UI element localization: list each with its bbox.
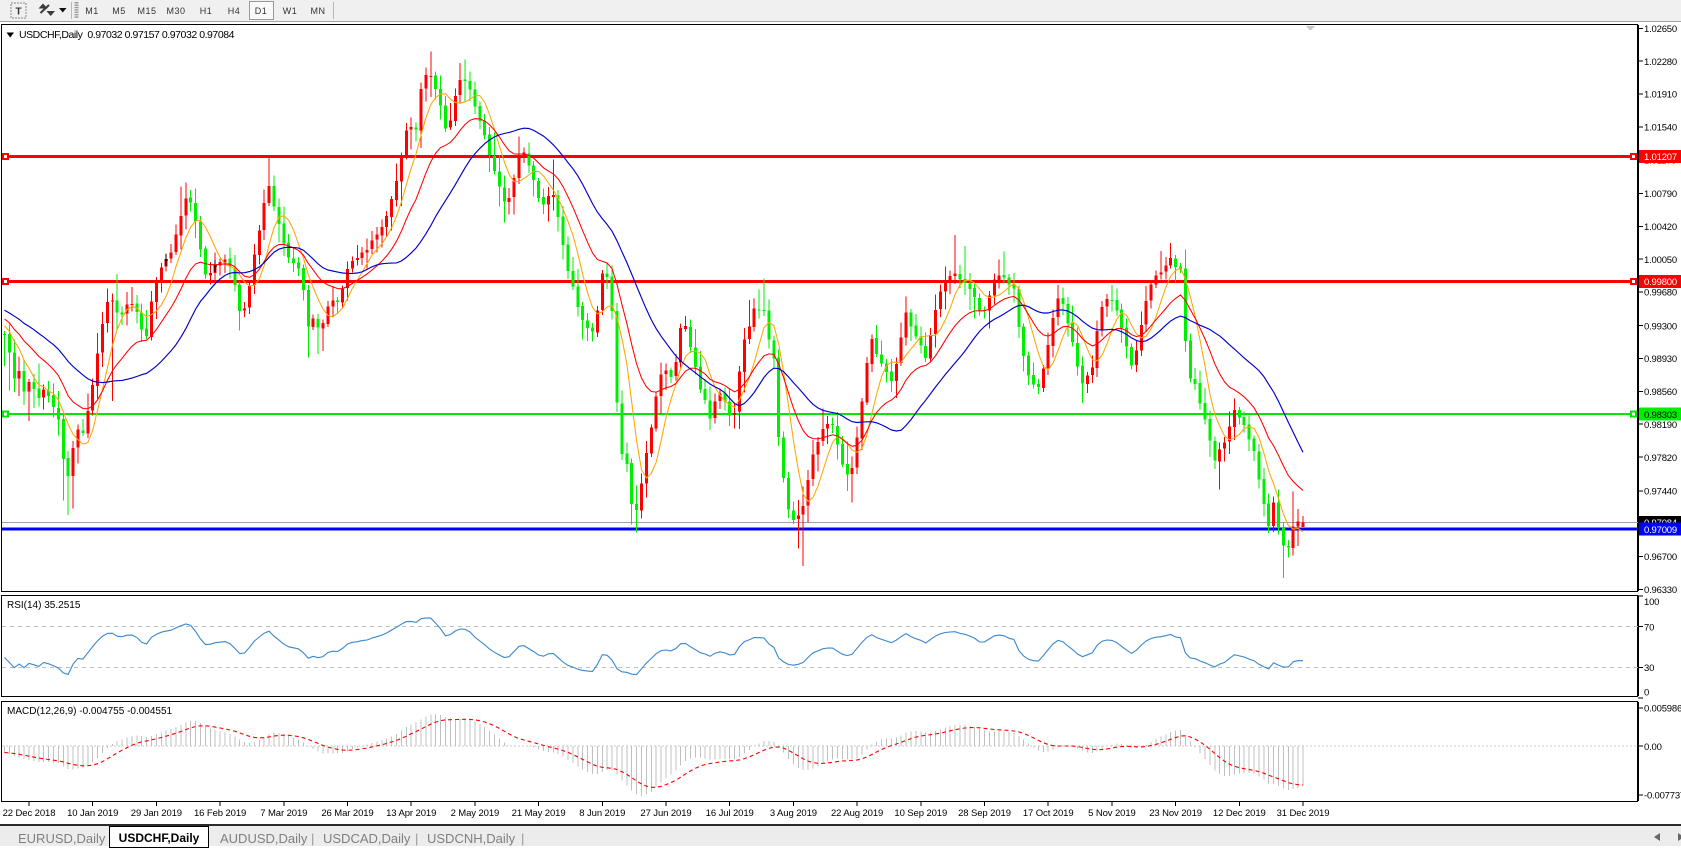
svg-text:1.01910: 1.01910 — [1644, 90, 1677, 101]
svg-text:T: T — [15, 7, 21, 18]
svg-text:0.97440: 0.97440 — [1644, 487, 1677, 498]
svg-text:26 Mar 2019: 26 Mar 2019 — [321, 808, 373, 819]
svg-text:0.98560: 0.98560 — [1644, 387, 1677, 398]
svg-text:16 Feb 2019: 16 Feb 2019 — [194, 808, 246, 819]
svg-text:0.99300: 0.99300 — [1644, 321, 1677, 332]
svg-text:0.99680: 0.99680 — [1644, 288, 1677, 299]
svg-text:0.98930: 0.98930 — [1644, 354, 1677, 365]
svg-text:27 Jun 2019: 27 Jun 2019 — [640, 808, 691, 819]
svg-text:100: 100 — [1644, 597, 1659, 608]
svg-text:0.97009: 0.97009 — [1644, 525, 1677, 536]
svg-text:1.01207: 1.01207 — [1644, 152, 1677, 163]
svg-text:12 Dec 2019: 12 Dec 2019 — [1213, 808, 1266, 819]
svg-text:16 Jul 2019: 16 Jul 2019 — [706, 808, 754, 819]
svg-text:0.98190: 0.98190 — [1644, 420, 1677, 431]
svg-text:2 May 2019: 2 May 2019 — [451, 808, 500, 819]
svg-text:0.98303: 0.98303 — [1644, 410, 1677, 421]
svg-text:21 May 2019: 21 May 2019 — [512, 808, 566, 819]
svg-text:0: 0 — [1644, 688, 1649, 699]
svg-text:22 Aug 2019: 22 Aug 2019 — [831, 808, 883, 819]
svg-text:8 Jun 2019: 8 Jun 2019 — [579, 808, 625, 819]
svg-text:28 Sep 2019: 28 Sep 2019 — [958, 808, 1011, 819]
svg-text:0.96700: 0.96700 — [1644, 552, 1677, 563]
svg-text:31 Dec 2019: 31 Dec 2019 — [1277, 808, 1330, 819]
svg-text:7 Mar 2019: 7 Mar 2019 — [260, 808, 307, 819]
svg-text:1.02280: 1.02280 — [1644, 57, 1677, 68]
svg-text:0.005986: 0.005986 — [1644, 704, 1681, 715]
svg-text:30: 30 — [1644, 663, 1654, 674]
svg-text:17 Oct 2019: 17 Oct 2019 — [1023, 808, 1074, 819]
svg-text:29 Jan 2019: 29 Jan 2019 — [131, 808, 182, 819]
svg-text:0.99800: 0.99800 — [1644, 277, 1677, 288]
svg-text:1.00420: 1.00420 — [1644, 222, 1677, 233]
svg-text:-0.007737: -0.007737 — [1644, 791, 1681, 802]
svg-text:13 Apr 2019: 13 Apr 2019 — [386, 808, 436, 819]
svg-text:10 Sep 2019: 10 Sep 2019 — [894, 808, 947, 819]
svg-text:1.00050: 1.00050 — [1644, 255, 1677, 266]
svg-text:3 Aug 2019: 3 Aug 2019 — [770, 808, 817, 819]
svg-text:0.97820: 0.97820 — [1644, 453, 1677, 464]
svg-text:5 Nov 2019: 5 Nov 2019 — [1088, 808, 1136, 819]
svg-text:0.00: 0.00 — [1644, 742, 1662, 753]
svg-text:1.02650: 1.02650 — [1644, 24, 1677, 35]
svg-text:1.00790: 1.00790 — [1644, 189, 1677, 200]
svg-text:10 Jan 2019: 10 Jan 2019 — [67, 808, 118, 819]
svg-text:23 Nov 2019: 23 Nov 2019 — [1149, 808, 1202, 819]
svg-text:22 Dec 2018: 22 Dec 2018 — [3, 808, 56, 819]
svg-text:0.96330: 0.96330 — [1644, 585, 1677, 596]
svg-text:70: 70 — [1644, 622, 1654, 633]
svg-text:1.01540: 1.01540 — [1644, 123, 1677, 134]
